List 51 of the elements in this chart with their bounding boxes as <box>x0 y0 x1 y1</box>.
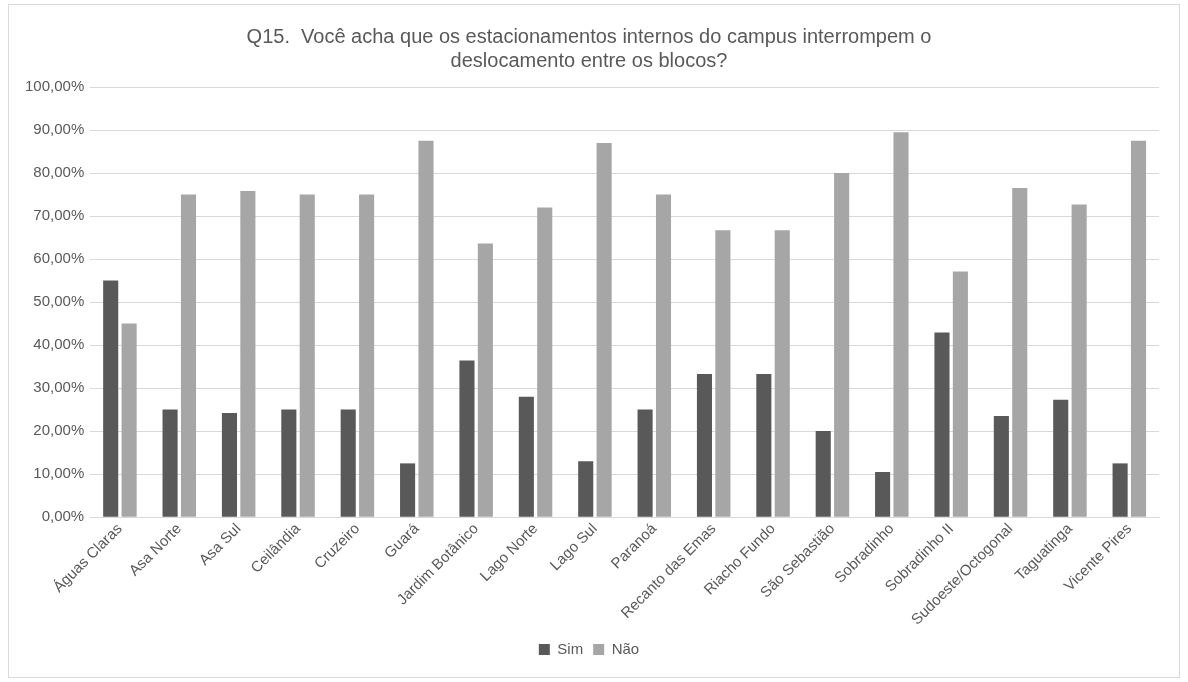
y-tick-label: 50,00% <box>33 292 85 310</box>
bar <box>477 243 493 517</box>
bar <box>578 461 594 517</box>
bar <box>459 360 475 517</box>
bar <box>299 194 315 517</box>
bar <box>359 194 375 517</box>
bar <box>774 230 790 517</box>
bar <box>993 416 1009 517</box>
bar <box>162 409 178 517</box>
bar <box>1112 463 1128 517</box>
bar <box>696 373 713 517</box>
bar <box>518 396 534 517</box>
bar <box>537 207 553 517</box>
y-tick-label: 0,00% <box>41 507 85 525</box>
bar <box>418 140 434 517</box>
bar <box>400 463 416 517</box>
y-tick-label: 30,00% <box>33 378 85 396</box>
bar <box>715 230 731 517</box>
chart-title: Q15. Você acha que os estacionamentos internos do campus interrompem o deslocamento entre os blocos? <box>246 24 932 71</box>
bar <box>875 471 891 517</box>
bar <box>281 409 297 517</box>
bar <box>893 132 909 517</box>
y-tick-label: 90,00% <box>33 120 85 138</box>
y-tick-label: 100,00% <box>25 77 85 95</box>
bar <box>1012 188 1028 517</box>
y-tick-label: 10,00% <box>33 464 85 482</box>
bar <box>240 191 256 517</box>
bar <box>934 332 950 517</box>
legend-label: Sim <box>557 639 584 657</box>
legend-label: Não <box>611 639 640 657</box>
bar <box>1130 140 1147 517</box>
bar <box>180 194 197 517</box>
bar <box>815 431 831 517</box>
bar <box>655 194 672 517</box>
y-tick-label: 70,00% <box>33 206 85 224</box>
bar <box>1053 399 1069 517</box>
bar <box>1071 204 1087 517</box>
bar <box>756 373 772 517</box>
bar <box>121 323 137 517</box>
y-tick-label: 40,00% <box>33 335 85 353</box>
y-tick-label: 80,00% <box>33 163 85 181</box>
bar <box>340 409 356 517</box>
bar <box>834 173 850 517</box>
y-tick-label: 20,00% <box>33 421 85 439</box>
bar <box>952 271 968 517</box>
bar <box>637 409 653 517</box>
x-tick-label: Asa Sul <box>195 519 244 569</box>
bar <box>596 142 612 517</box>
bar <box>221 413 237 517</box>
y-tick-label: 60,00% <box>33 249 85 267</box>
bar <box>103 280 119 517</box>
